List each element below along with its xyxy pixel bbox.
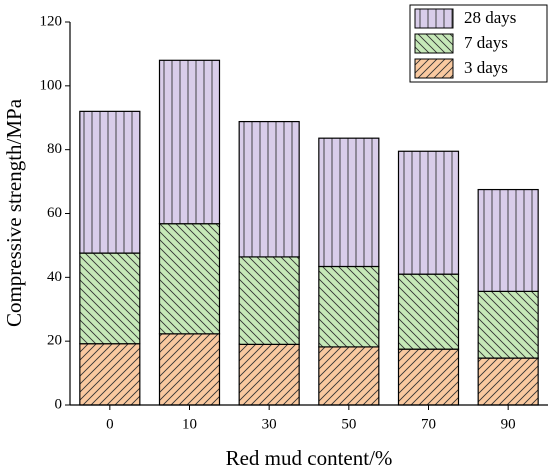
bar-segment bbox=[397, 150, 460, 275]
bar-segment bbox=[158, 333, 221, 406]
bar-segment bbox=[79, 252, 141, 345]
bar-segment bbox=[397, 348, 460, 406]
y-tick-label: 40 bbox=[47, 269, 62, 285]
legend-label: 7 days bbox=[464, 33, 508, 52]
y-tick-label: 120 bbox=[40, 13, 63, 29]
x-tick-label: 10 bbox=[182, 416, 197, 432]
legend-label: 3 days bbox=[464, 58, 508, 77]
bar-segment bbox=[397, 273, 460, 350]
bar-segment bbox=[318, 346, 380, 406]
bar-segment bbox=[238, 256, 300, 345]
bar-segment bbox=[477, 357, 539, 406]
bar-segment bbox=[158, 223, 221, 335]
bar-segment bbox=[238, 120, 300, 258]
y-tick-label: 0 bbox=[55, 396, 63, 412]
x-tick-label: 0 bbox=[106, 416, 114, 432]
bar-segment bbox=[158, 59, 221, 225]
legend-swatch bbox=[414, 58, 454, 79]
legend-swatch bbox=[414, 33, 454, 54]
x-tick-label: 50 bbox=[341, 416, 356, 432]
legend-swatch bbox=[414, 8, 454, 29]
y-tick-label: 80 bbox=[47, 141, 62, 157]
y-tick-label: 100 bbox=[40, 77, 63, 93]
y-axis-title: Compressive strength/MPa bbox=[2, 98, 26, 327]
bar-segment bbox=[318, 265, 380, 348]
y-tick-label: 60 bbox=[47, 205, 62, 221]
bar-segment bbox=[477, 188, 539, 292]
y-tick-label: 20 bbox=[47, 333, 62, 349]
bar-segment bbox=[318, 137, 380, 268]
x-axis-title: Red mud content/% bbox=[226, 446, 393, 470]
bar-segment bbox=[477, 290, 539, 359]
x-tick-label: 90 bbox=[501, 416, 516, 432]
bar-segment bbox=[238, 343, 300, 406]
bar-segment bbox=[79, 343, 141, 406]
bar-segment bbox=[79, 110, 141, 254]
x-tick-label: 30 bbox=[262, 416, 277, 432]
legend-label: 28 days bbox=[464, 8, 516, 27]
x-tick-label: 70 bbox=[421, 416, 436, 432]
